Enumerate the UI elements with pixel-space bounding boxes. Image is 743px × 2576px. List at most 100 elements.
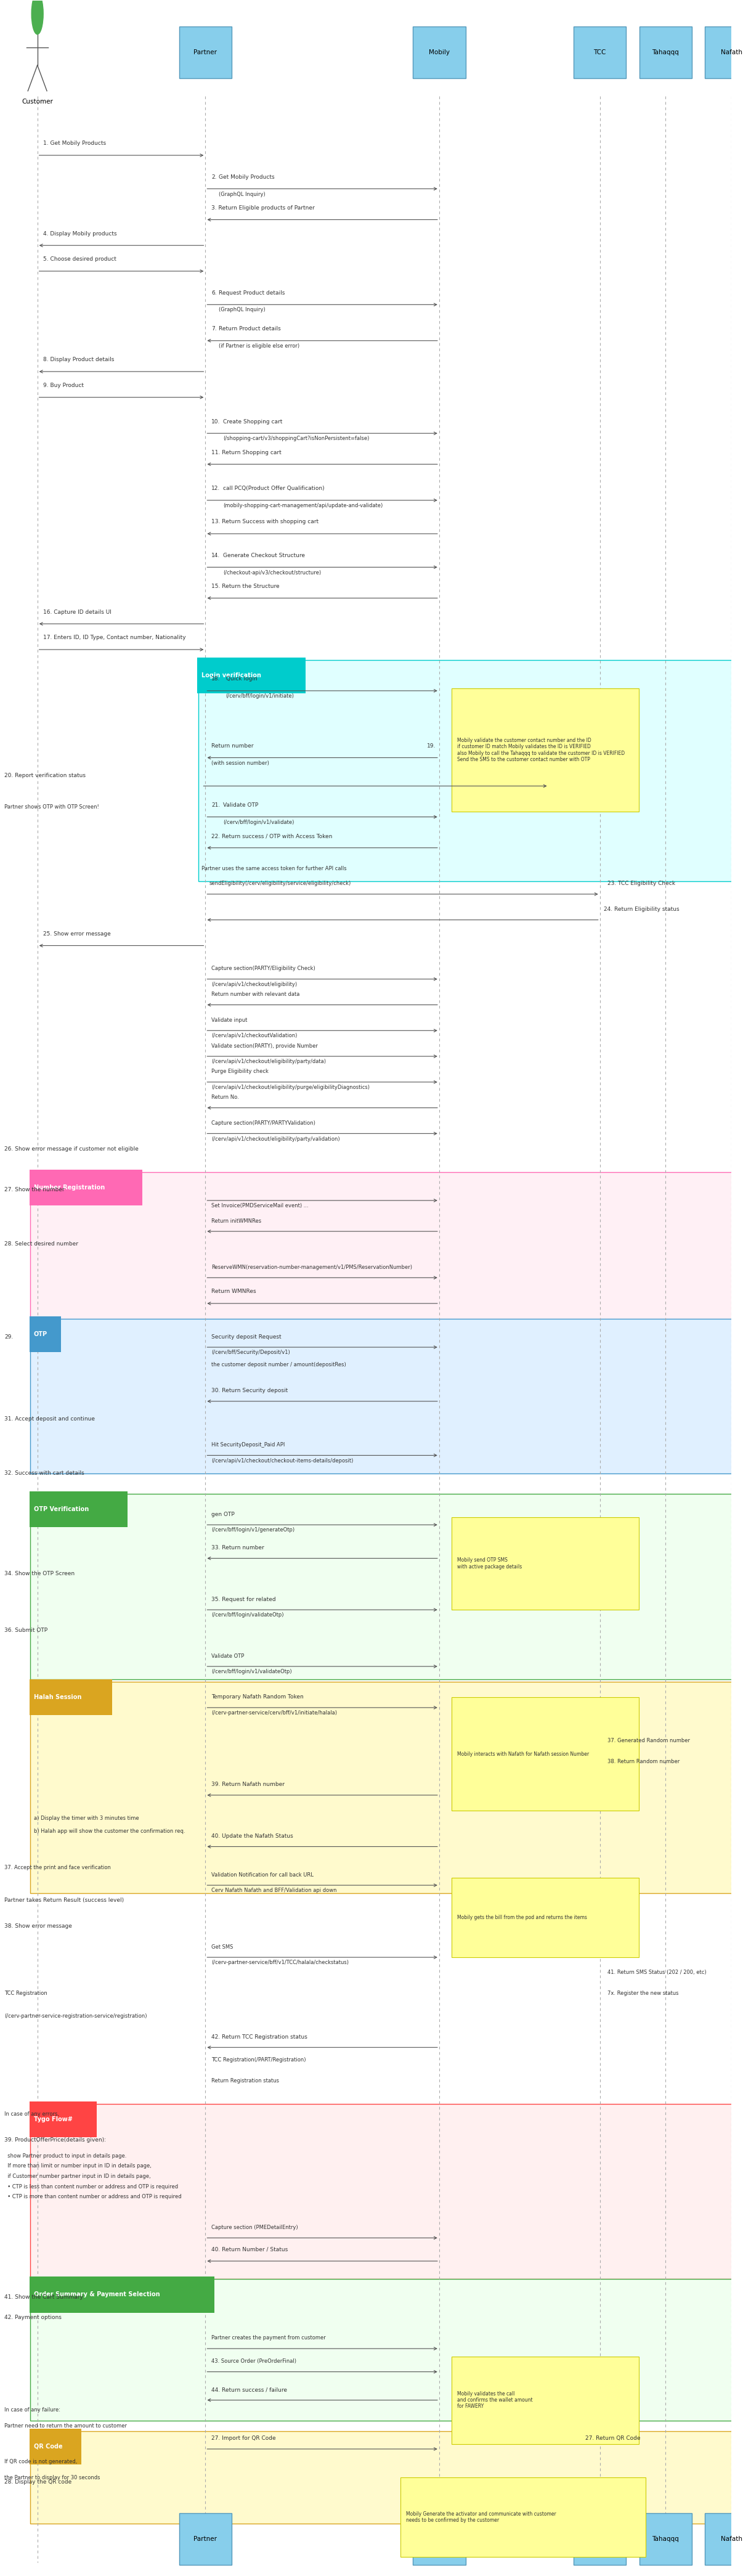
Text: OTP: OTP <box>33 1332 48 1337</box>
Text: (/cerv/bff/login/validateOtp): (/cerv/bff/login/validateOtp) <box>211 1613 284 1618</box>
FancyBboxPatch shape <box>400 2478 646 2558</box>
Text: (/cerv/api/v1/checkout/eligibility/party/data): (/cerv/api/v1/checkout/eligibility/party… <box>211 1059 326 1064</box>
Text: Generate Checkout Structure: Generate Checkout Structure <box>223 554 305 559</box>
Text: Validate input: Validate input <box>211 1018 247 1023</box>
Bar <box>30 2105 735 2280</box>
Text: b) Halah app will show the customer the confirmation req.: b) Halah app will show the customer the … <box>33 1829 185 1834</box>
Text: Partner creates the payment from customer: Partner creates the payment from custome… <box>211 2336 325 2342</box>
Text: 9. Buy Product: 9. Buy Product <box>43 384 84 389</box>
Text: Set Invoice(PMDServiceMail event) ...: Set Invoice(PMDServiceMail event) ... <box>211 1203 308 1208</box>
Text: 37. Generated Random number: 37. Generated Random number <box>607 1739 690 1744</box>
FancyBboxPatch shape <box>29 1492 127 1528</box>
Text: (/cerv-partner-service/cerv/bff/v1/initiate/halala): (/cerv-partner-service/cerv/bff/v1/initi… <box>211 1710 337 1716</box>
Text: Partner shows OTP with OTP Screen!: Partner shows OTP with OTP Screen! <box>4 804 100 809</box>
Text: (GraphQL Inquiry): (GraphQL Inquiry) <box>218 191 265 196</box>
Text: 42. Return TCC Registration status: 42. Return TCC Registration status <box>211 2035 308 2040</box>
Text: Quick login: Quick login <box>226 677 257 683</box>
Text: 19.: 19. <box>426 742 435 750</box>
Text: 29.: 29. <box>4 1334 13 1340</box>
Text: Partner takes Return Result (success level): Partner takes Return Result (success lev… <box>4 1899 124 1904</box>
Text: Hit SecurityDeposit_Paid API: Hit SecurityDeposit_Paid API <box>211 1443 285 1448</box>
Text: 10.: 10. <box>211 420 220 425</box>
Text: (/cerv/api/v1/checkout/eligibility/party/validation): (/cerv/api/v1/checkout/eligibility/party… <box>211 1136 340 1141</box>
FancyBboxPatch shape <box>574 2514 626 2566</box>
Text: Mobily gets the bill from the pod and returns the items: Mobily gets the bill from the pod and re… <box>458 1914 587 1919</box>
Text: Mobily Generate the activator and communicate with customer
needs to be confirme: Mobily Generate the activator and commun… <box>406 2512 557 2524</box>
Text: call PCQ(Product Offer Qualification): call PCQ(Product Offer Qualification) <box>223 487 325 492</box>
Text: 37. Accept the print and face verification: 37. Accept the print and face verificati… <box>4 1865 111 1870</box>
Text: 40. Update the Nafath Status: 40. Update the Nafath Status <box>211 1834 293 1839</box>
Text: Order Summary & Payment Selection: Order Summary & Payment Selection <box>33 2293 160 2298</box>
Text: (/cerv/bff/login/v1/initiate): (/cerv/bff/login/v1/initiate) <box>226 693 294 698</box>
FancyBboxPatch shape <box>452 688 638 811</box>
FancyBboxPatch shape <box>413 26 465 77</box>
FancyBboxPatch shape <box>29 2429 81 2465</box>
Text: Return Product details: Return Product details <box>218 327 281 332</box>
Text: 24. Return Eligibility status: 24. Return Eligibility status <box>603 907 679 912</box>
Text: the Partner to display for 30 seconds: the Partner to display for 30 seconds <box>4 2476 100 2481</box>
Text: Get SMS: Get SMS <box>211 1945 233 1950</box>
Text: Customer: Customer <box>22 98 53 106</box>
Text: Partner need to return the amount to customer: Partner need to return the amount to cus… <box>4 2424 127 2429</box>
Bar <box>30 1682 735 1893</box>
Text: 17. Enters ID, ID Type, Contact number, Nationality: 17. Enters ID, ID Type, Contact number, … <box>43 636 186 641</box>
Text: (/shopping-cart/v3/shoppingCart?isNonPersistent=false): (/shopping-cart/v3/shoppingCart?isNonPer… <box>223 435 369 440</box>
Text: (with session number): (with session number) <box>211 760 269 765</box>
Bar <box>30 1494 735 1680</box>
Text: (/cerv-partner-service/bff/v1/TCC/halala/checkstatus): (/cerv-partner-service/bff/v1/TCC/halala… <box>211 1960 348 1965</box>
Text: If more than limit or number input in ID in details page,: If more than limit or number input in ID… <box>4 2164 152 2169</box>
Text: QR Code: QR Code <box>33 2445 62 2450</box>
Text: (/cerv/api/v1/checkout/eligibility): (/cerv/api/v1/checkout/eligibility) <box>211 981 297 987</box>
Text: Create Shopping cart: Create Shopping cart <box>223 420 282 425</box>
Text: Security deposit Request: Security deposit Request <box>211 1334 282 1340</box>
Text: Login verification: Login verification <box>202 672 262 677</box>
Text: Capture section (PMEDetailEntry): Capture section (PMEDetailEntry) <box>211 2226 298 2231</box>
Text: (/cerv/api/v1/checkoutValidation): (/cerv/api/v1/checkoutValidation) <box>211 1033 297 1038</box>
Text: TCC Registration(/PART/Registration): TCC Registration(/PART/Registration) <box>211 2058 306 2063</box>
Text: 5. Choose desired product: 5. Choose desired product <box>43 258 117 263</box>
Bar <box>30 2280 735 2421</box>
Text: 6.: 6. <box>211 291 216 296</box>
Text: (/cerv/api/v1/checkout/checkout-items-details/deposit): (/cerv/api/v1/checkout/checkout-items-de… <box>211 1458 353 1463</box>
Text: • CTP is more than content number or address and OTP is required: • CTP is more than content number or add… <box>4 2195 182 2200</box>
Text: Mobily interacts with Nafath for Nafath session Number: Mobily interacts with Nafath for Nafath … <box>458 1752 589 1757</box>
Text: 36. Submit OTP: 36. Submit OTP <box>4 1628 48 1633</box>
Text: Request Product details: Request Product details <box>218 291 285 296</box>
Text: Validation Notification for call back URL: Validation Notification for call back UR… <box>211 1873 314 1878</box>
Text: 42. Payment options: 42. Payment options <box>4 2316 62 2321</box>
Text: Validate OTP: Validate OTP <box>211 1654 244 1659</box>
FancyBboxPatch shape <box>29 1680 112 1716</box>
Text: 14.: 14. <box>211 554 220 559</box>
Text: 27. Return QR Code: 27. Return QR Code <box>585 2437 640 2442</box>
Text: Mobily: Mobily <box>429 49 450 57</box>
Text: Temporary Nafath Random Token: Temporary Nafath Random Token <box>211 1695 303 1700</box>
Text: (/checkout-api/v3/checkout/structure): (/checkout-api/v3/checkout/structure) <box>223 569 321 574</box>
FancyBboxPatch shape <box>639 2514 692 2566</box>
Text: 7x. Register the new status: 7x. Register the new status <box>607 1991 678 1996</box>
Text: 23. TCC Eligibility Check: 23. TCC Eligibility Check <box>607 881 675 886</box>
Text: (/cerv/bff/Security/Deposit/v1): (/cerv/bff/Security/Deposit/v1) <box>211 1350 290 1355</box>
FancyBboxPatch shape <box>452 1517 638 1610</box>
Text: 31. Accept deposit and continue: 31. Accept deposit and continue <box>4 1417 95 1422</box>
Text: Halah Session: Halah Session <box>33 1695 82 1700</box>
FancyBboxPatch shape <box>29 2102 97 2138</box>
Text: 35. Request for related: 35. Request for related <box>211 1597 276 1602</box>
Text: gen OTP: gen OTP <box>211 1512 235 1517</box>
Text: Tahaqqq: Tahaqqq <box>652 49 679 57</box>
Text: 27. Import for QR Code: 27. Import for QR Code <box>211 2437 276 2442</box>
Text: Tygo Flow#: Tygo Flow# <box>33 2117 73 2123</box>
Text: 41. Show the Cart Summary: 41. Show the Cart Summary <box>4 2295 83 2300</box>
Text: Nafath: Nafath <box>721 2535 742 2543</box>
FancyBboxPatch shape <box>705 26 743 77</box>
Text: the customer deposit number / amount(depositRes): the customer deposit number / amount(dep… <box>211 1363 346 1368</box>
Text: TCC Registration: TCC Registration <box>4 1991 48 1996</box>
Text: 32. Success with cart details: 32. Success with cart details <box>4 1471 85 1476</box>
Text: 40. Return Number / Status: 40. Return Number / Status <box>211 2246 288 2251</box>
Text: 2.: 2. <box>211 175 216 180</box>
Text: if Customer number partner input in ID in details page,: if Customer number partner input in ID i… <box>4 2174 151 2179</box>
Text: (/cerv-partner-service-registration-service/registration): (/cerv-partner-service-registration-serv… <box>4 2014 147 2020</box>
Text: (if Partner is eligible else error): (if Partner is eligible else error) <box>218 343 299 348</box>
Text: Purge Eligibility check: Purge Eligibility check <box>211 1069 268 1074</box>
Text: Partner: Partner <box>194 49 217 57</box>
Text: If QR code is not generated,: If QR code is not generated, <box>4 2460 77 2465</box>
